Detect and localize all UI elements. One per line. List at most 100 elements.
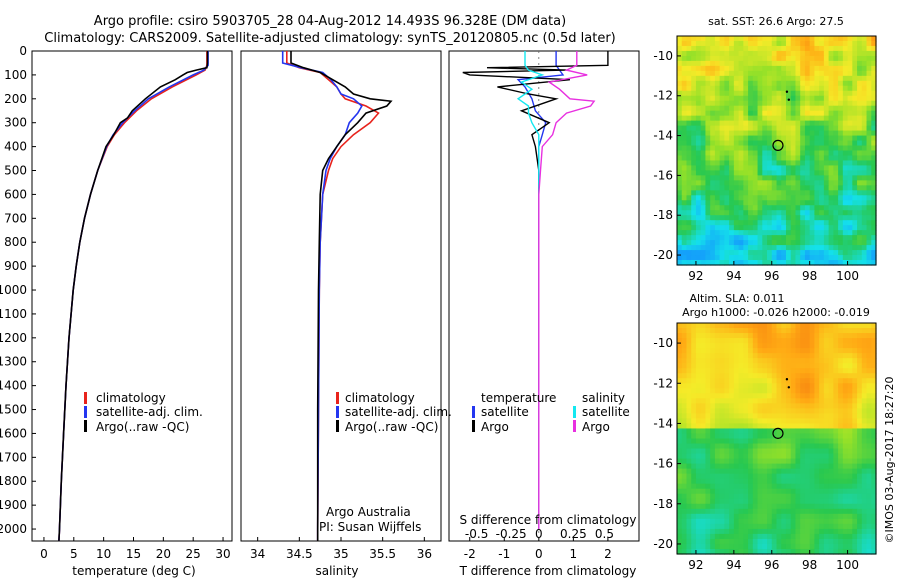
map-cell — [677, 448, 683, 455]
map-cell — [705, 343, 711, 349]
map-cell — [743, 483, 749, 490]
map-cell — [785, 448, 792, 455]
map-cell — [871, 190, 877, 196]
map-cell — [819, 145, 825, 152]
map-cell — [776, 170, 782, 176]
map-cell — [785, 255, 792, 261]
map-cell — [710, 185, 716, 191]
map-cell — [871, 85, 877, 92]
map-cell — [767, 418, 773, 425]
map-cell — [714, 225, 721, 231]
map-cell — [714, 180, 721, 186]
map-cell — [800, 65, 806, 72]
map-cell — [861, 353, 868, 359]
map-cell — [776, 398, 782, 404]
map-cell — [823, 343, 830, 349]
map-cell — [748, 453, 754, 460]
map-cell — [847, 478, 853, 485]
map-cell — [724, 160, 730, 167]
map-cell — [767, 135, 773, 142]
map-cell — [800, 368, 806, 374]
map-cell — [700, 483, 707, 490]
map-cell — [719, 260, 725, 266]
map-cell — [781, 458, 787, 465]
map-cell — [724, 338, 730, 344]
map-cell — [790, 245, 797, 251]
map-cell — [800, 250, 806, 256]
map-cell — [752, 528, 759, 535]
map-cell — [743, 130, 749, 137]
map-cell — [814, 498, 820, 505]
map-cell — [695, 358, 702, 364]
map-cell — [719, 423, 725, 430]
map-cell — [819, 110, 825, 117]
map-cell — [795, 438, 801, 445]
x-tick-label: 0 — [40, 547, 48, 561]
map-cell — [857, 398, 863, 404]
map-cell — [752, 95, 759, 102]
map-cell — [757, 125, 763, 132]
map-cell — [743, 528, 749, 535]
map-cell — [691, 130, 697, 137]
map-cell — [691, 175, 697, 181]
map-cell — [776, 250, 782, 256]
map-cell — [719, 130, 725, 137]
map-cell — [800, 323, 806, 329]
map-cell — [804, 523, 811, 530]
map-cell — [752, 220, 759, 226]
map-cell — [748, 508, 754, 515]
map-cell — [781, 348, 787, 354]
map-cell — [748, 90, 754, 97]
map-cell — [781, 190, 787, 196]
map-cell — [847, 120, 853, 127]
map-cell — [710, 323, 716, 329]
map-cell — [871, 428, 877, 435]
map-cell — [795, 45, 801, 52]
map-cell — [762, 120, 768, 127]
map-cell — [847, 220, 853, 226]
map-cell — [681, 240, 688, 246]
map-cell — [781, 95, 787, 102]
map-cell — [710, 225, 716, 231]
map-cell — [738, 408, 744, 414]
map-cell — [781, 255, 787, 261]
map-x-tick-label: 96 — [764, 558, 779, 572]
map-cell — [795, 215, 801, 221]
map-cell — [828, 353, 834, 359]
map-cell — [757, 45, 763, 52]
map-cell — [748, 388, 754, 394]
map-cell — [842, 150, 849, 157]
map-cell — [738, 533, 744, 540]
difference-plot: -2 -1 0 1 2-0.5 -0.25 0 0.25 0.5 — [462, 51, 614, 561]
map-cell — [809, 120, 816, 127]
map-cell — [781, 333, 787, 339]
map-cell — [705, 418, 711, 425]
map-cell — [776, 493, 782, 500]
map-cell — [781, 508, 787, 515]
map-cell — [752, 513, 759, 520]
map-cell — [677, 115, 683, 122]
map-cell — [729, 160, 735, 167]
map-cell — [714, 255, 721, 261]
map-cell — [785, 453, 792, 460]
map-cell — [838, 398, 844, 404]
map-cell — [719, 538, 725, 545]
map-cell — [743, 90, 749, 97]
map-cell — [785, 140, 792, 147]
map-cell — [743, 413, 749, 420]
map-cell — [733, 363, 740, 369]
legend-swatch-satellite — [336, 406, 339, 418]
map-cell — [719, 363, 725, 369]
map-cell — [776, 75, 782, 82]
map-cell — [714, 373, 721, 379]
map-cell — [738, 378, 744, 384]
map-cell — [800, 533, 806, 540]
map-cell — [823, 180, 830, 186]
map-cell — [819, 255, 825, 261]
map-cell — [677, 383, 683, 389]
map-cell — [677, 55, 683, 62]
map-cell — [847, 463, 853, 470]
map-cell — [686, 130, 692, 137]
map-cell — [795, 368, 801, 374]
map-cell — [677, 125, 683, 132]
